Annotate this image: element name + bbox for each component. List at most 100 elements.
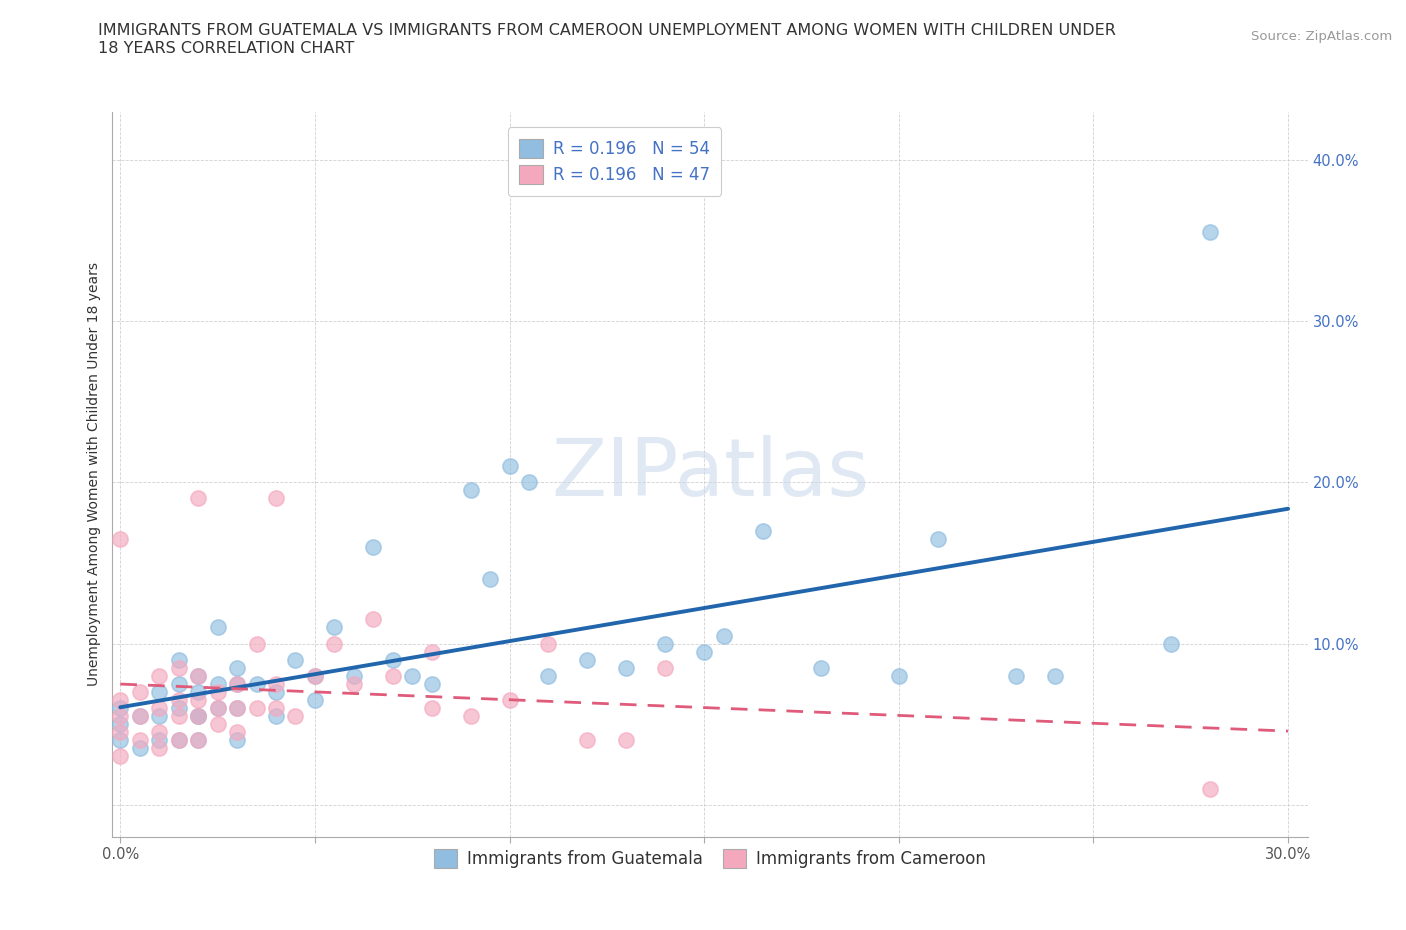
Text: ZIPatlas: ZIPatlas [551, 435, 869, 513]
Point [110, 709, 132, 724]
Point [304, 669, 326, 684]
Point [614, 660, 637, 675]
Point [110, 733, 132, 748]
Point [187, 491, 209, 506]
Point [110, 724, 132, 739]
Point [420, 700, 443, 715]
Point [167, 700, 190, 715]
Point [226, 733, 249, 748]
Point [1043, 669, 1066, 684]
Point [207, 676, 229, 691]
Point [207, 684, 229, 699]
Point [148, 724, 170, 739]
Point [1199, 781, 1222, 796]
Point [654, 660, 676, 675]
Y-axis label: Unemployment Among Women with Children Under 18 years: Unemployment Among Women with Children U… [87, 262, 101, 686]
Point [323, 636, 346, 651]
Point [537, 669, 560, 684]
Point [148, 733, 170, 748]
Point [576, 733, 599, 748]
Point [226, 676, 249, 691]
Point [460, 483, 482, 498]
Text: IMMIGRANTS FROM GUATEMALA VS IMMIGRANTS FROM CAMEROON UNEMPLOYMENT AMONG WOMEN W: IMMIGRANTS FROM GUATEMALA VS IMMIGRANTS … [98, 23, 1116, 56]
Point [887, 669, 910, 684]
Point [187, 709, 209, 724]
Point [207, 620, 229, 635]
Point [537, 636, 560, 651]
Point [187, 684, 209, 699]
Point [128, 709, 150, 724]
Point [343, 669, 366, 684]
Point [148, 709, 170, 724]
Point [751, 524, 773, 538]
Point [167, 733, 190, 748]
Point [304, 693, 326, 708]
Point [207, 700, 229, 715]
Point [264, 684, 287, 699]
Point [264, 700, 287, 715]
Point [264, 709, 287, 724]
Point [517, 475, 540, 490]
Point [363, 539, 385, 554]
Point [110, 717, 132, 732]
Point [245, 636, 267, 651]
Point [363, 612, 385, 627]
Point [264, 676, 287, 691]
Point [187, 733, 209, 748]
Point [498, 693, 520, 708]
Point [167, 733, 190, 748]
Point [187, 709, 209, 724]
Point [187, 669, 209, 684]
Point [148, 669, 170, 684]
Point [110, 531, 132, 546]
Point [110, 693, 132, 708]
Point [187, 733, 209, 748]
Point [128, 709, 150, 724]
Point [128, 741, 150, 756]
Point [381, 652, 404, 667]
Point [420, 676, 443, 691]
Point [148, 700, 170, 715]
Text: Source: ZipAtlas.com: Source: ZipAtlas.com [1251, 30, 1392, 43]
Point [110, 749, 132, 764]
Point [460, 709, 482, 724]
Point [693, 644, 716, 659]
Point [264, 491, 287, 506]
Point [479, 572, 502, 587]
Point [226, 660, 249, 675]
Point [148, 741, 170, 756]
Point [187, 709, 209, 724]
Point [810, 660, 832, 675]
Point [110, 700, 132, 715]
Point [381, 669, 404, 684]
Point [284, 652, 307, 667]
Point [343, 676, 366, 691]
Point [187, 669, 209, 684]
Point [187, 693, 209, 708]
Point [284, 709, 307, 724]
Point [226, 676, 249, 691]
Point [1160, 636, 1182, 651]
Point [207, 717, 229, 732]
Point [927, 531, 949, 546]
Point [420, 644, 443, 659]
Point [167, 676, 190, 691]
Point [245, 700, 267, 715]
Point [304, 669, 326, 684]
Point [226, 724, 249, 739]
Point [498, 458, 520, 473]
Point [654, 636, 676, 651]
Point [576, 652, 599, 667]
Point [167, 660, 190, 675]
Point [614, 733, 637, 748]
Point [226, 700, 249, 715]
Point [401, 669, 423, 684]
Point [323, 620, 346, 635]
Point [1199, 225, 1222, 240]
Legend: Immigrants from Guatemala, Immigrants from Cameroon: Immigrants from Guatemala, Immigrants fr… [422, 837, 998, 880]
Point [148, 684, 170, 699]
Point [128, 684, 150, 699]
Point [167, 652, 190, 667]
Point [245, 676, 267, 691]
Point [226, 700, 249, 715]
